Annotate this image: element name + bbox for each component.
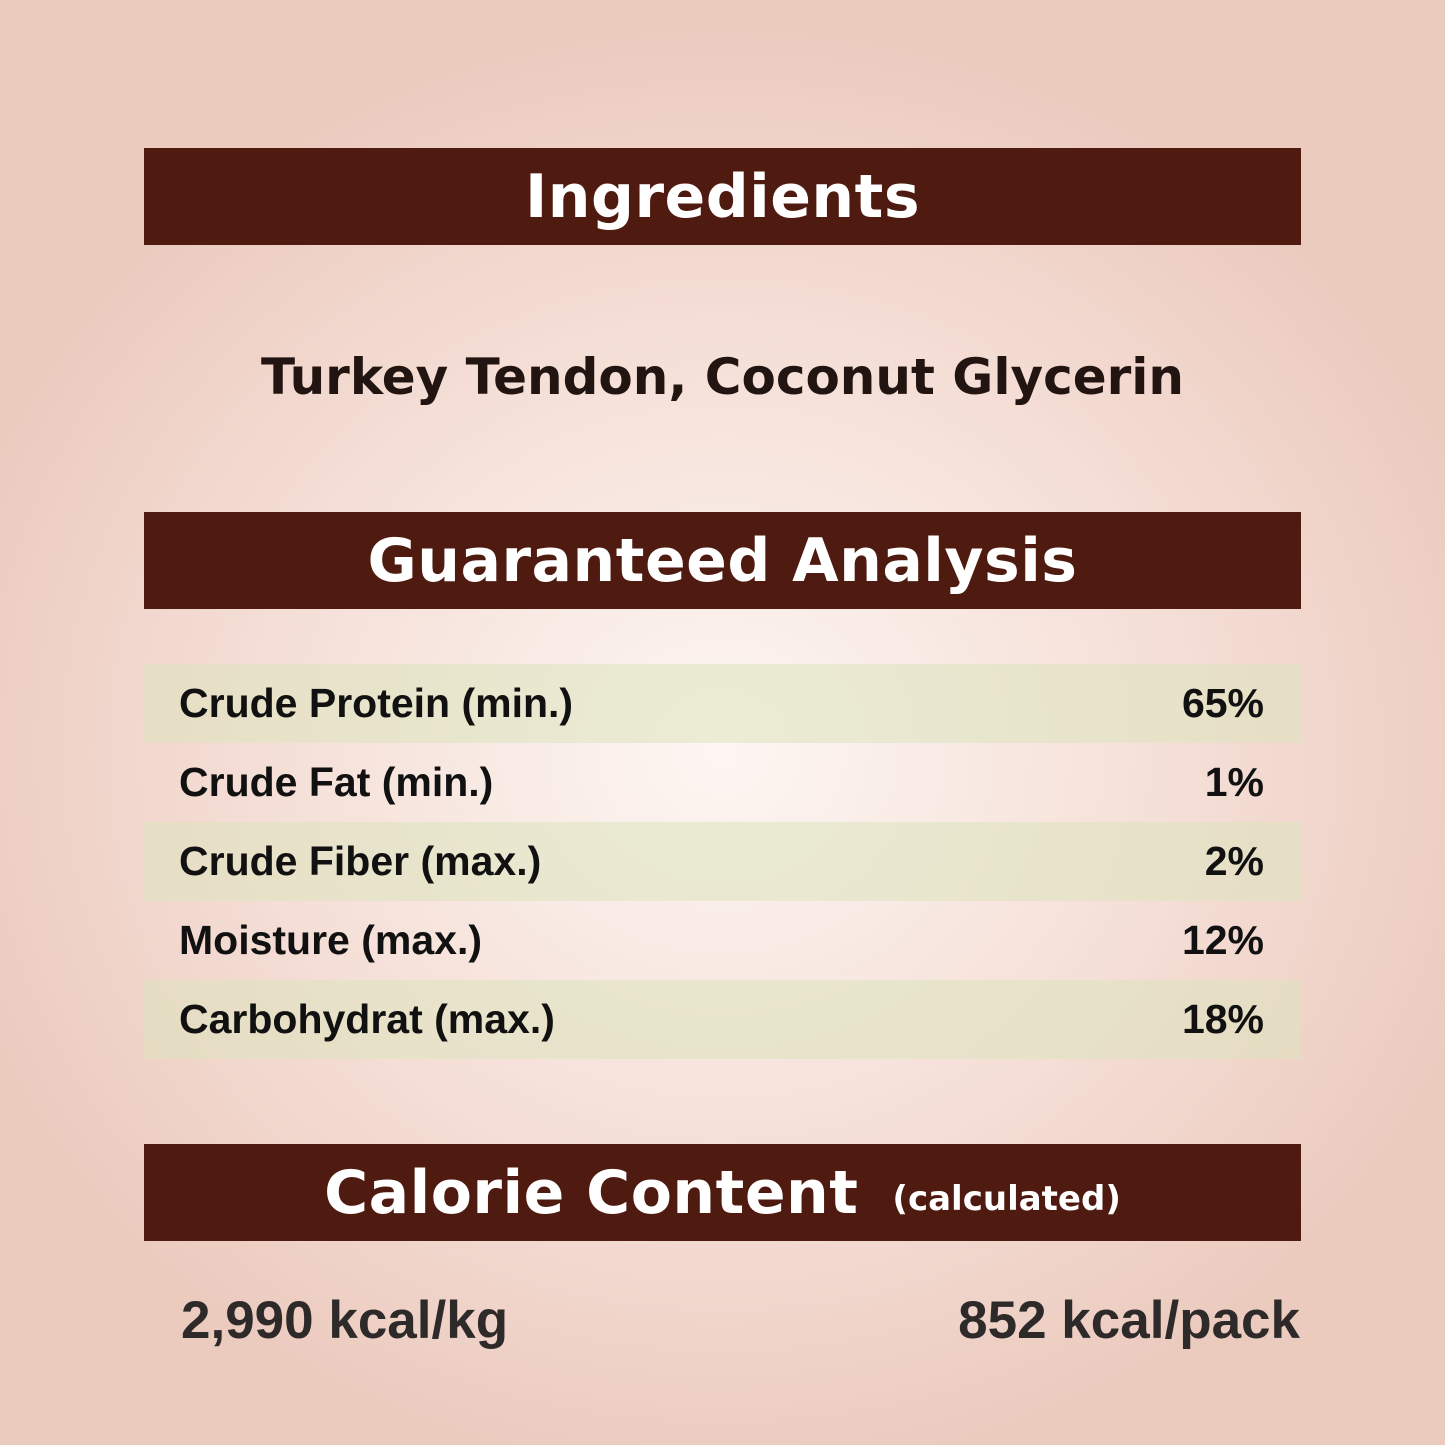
row-value: 2% — [1204, 838, 1264, 884]
analysis-row: Carbohydrat (max.) 18% — [144, 980, 1301, 1059]
analysis-row: Moisture (max.) 12% — [144, 901, 1301, 980]
analysis-row: Crude Protein (min.) 65% — [144, 664, 1301, 743]
analysis-title: Guaranteed Analysis — [367, 525, 1078, 596]
row-value: 12% — [1181, 917, 1264, 963]
calorie-title: Calorie Content — [324, 1157, 859, 1228]
row-label: Carbohydrat (max.) — [179, 996, 555, 1042]
analysis-row: Crude Fat (min.) 1% — [144, 743, 1301, 822]
row-value: 65% — [1181, 680, 1264, 726]
ingredients-text: Turkey Tendon, Coconut Glycerin — [260, 348, 1185, 406]
analysis-row: Crude Fiber (max.) 2% — [144, 822, 1301, 901]
row-label: Moisture (max.) — [179, 917, 482, 963]
row-label: Crude Protein (min.) — [179, 680, 574, 726]
analysis-header: Guaranteed Analysis — [144, 512, 1301, 609]
calories-per-kg: 2,990 kcal/kg — [181, 1291, 509, 1350]
calorie-header: Calorie Content (calculated) — [144, 1144, 1301, 1241]
row-value: 18% — [1181, 996, 1264, 1042]
row-value: 1% — [1204, 759, 1264, 805]
calorie-subtitle: (calculated) — [892, 1178, 1121, 1219]
ingredients-header: Ingredients — [144, 148, 1301, 245]
calories-per-pack: 852 kcal/pack — [958, 1291, 1300, 1350]
row-label: Crude Fiber (max.) — [179, 838, 542, 884]
ingredients-title: Ingredients — [524, 161, 921, 232]
row-label: Crude Fat (min.) — [179, 759, 494, 805]
